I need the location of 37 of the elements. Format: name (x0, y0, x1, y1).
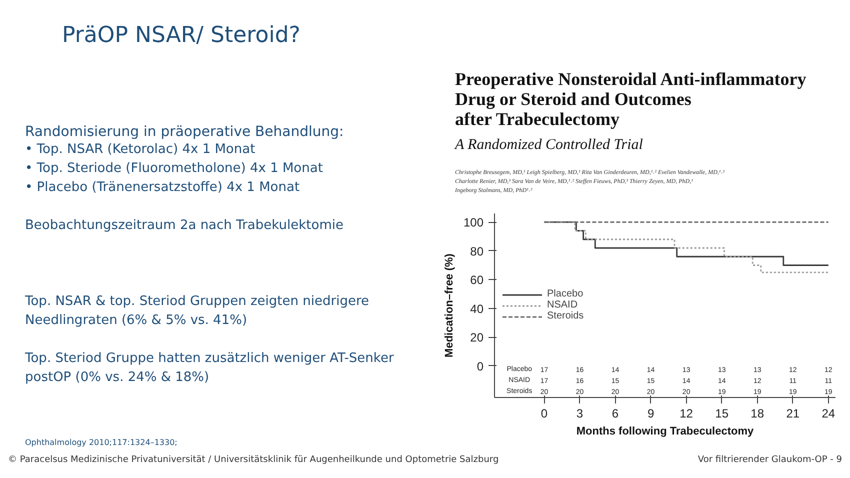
x-axis-title: Months following Trabeculectomy (576, 426, 754, 438)
y-tick-label: 20 (470, 330, 484, 345)
text: Randomisierung in präoperative Behandlung: (25, 123, 344, 142)
x-tick-label: 24 (822, 406, 836, 420)
text: • Placebo (Tränenersatzstoffe) 4x 1 Monat (25, 179, 300, 197)
legend-label: Steroids (547, 310, 584, 322)
x-tick-label: 0 (540, 406, 548, 420)
y-tick-label: 0 (476, 359, 484, 374)
y-tick-label: 80 (470, 244, 484, 258)
text: Ophthalmology 2010;117:1324–1330; (25, 437, 178, 448)
x-tick-label: 3 (576, 406, 584, 420)
legend-label: NSAID (547, 300, 578, 310)
text: PräOP NSAR/ Steroid? (62, 22, 300, 50)
x-tick-label: 6 (612, 406, 619, 420)
text: • Top. NSAR (Ketorolac) 4x 1 Monat (25, 141, 256, 159)
text: • Top. Steriode (Fluorometholone) 4x 1 Monat (25, 160, 323, 178)
y-tick-label: 40 (470, 302, 484, 316)
text: A Randomized Controlled Trial (455, 136, 643, 155)
x-tick-label: 15 (715, 406, 729, 420)
x-tick-label: 18 (750, 406, 764, 420)
text: postOP (0% vs. 24% & 18%) (25, 369, 210, 387)
y-tick-label: 60 (470, 273, 484, 288)
y-axis-title: Medication–free (%) (443, 253, 456, 358)
text: Drug or Steroid and Outcomes (455, 89, 692, 111)
x-tick-label: 12 (680, 406, 694, 420)
text: Needlingraten (6% & 5% vs. 41%) (25, 312, 248, 330)
text: Vor filtrierender Glaukom-OP - 9 (698, 454, 842, 467)
y-tick-label: 100 (463, 216, 484, 230)
text: Top. NSAR & top. Steriod Gruppen zeigten niedrigere (25, 293, 370, 311)
text: Preoperative Nonsteroidal Anti-inflammatory (455, 68, 806, 91)
x-tick-label: 9 (647, 406, 654, 420)
text: © Paracelsus Medizinische Privatuniversität / Universitätsklinik für Augenheilkunde und Optometrie Salzburg (8, 454, 499, 467)
x-tick-label: 21 (786, 406, 800, 420)
text: Top. Steriod Gruppe hatten zusätzlich weniger AT-Senker (25, 350, 394, 368)
legend-label: Placebo (547, 288, 584, 300)
text: Beobachtungszeitraum 2a nach Trabekulektomie (25, 217, 344, 235)
text: after Trabeculectomy (455, 109, 620, 131)
